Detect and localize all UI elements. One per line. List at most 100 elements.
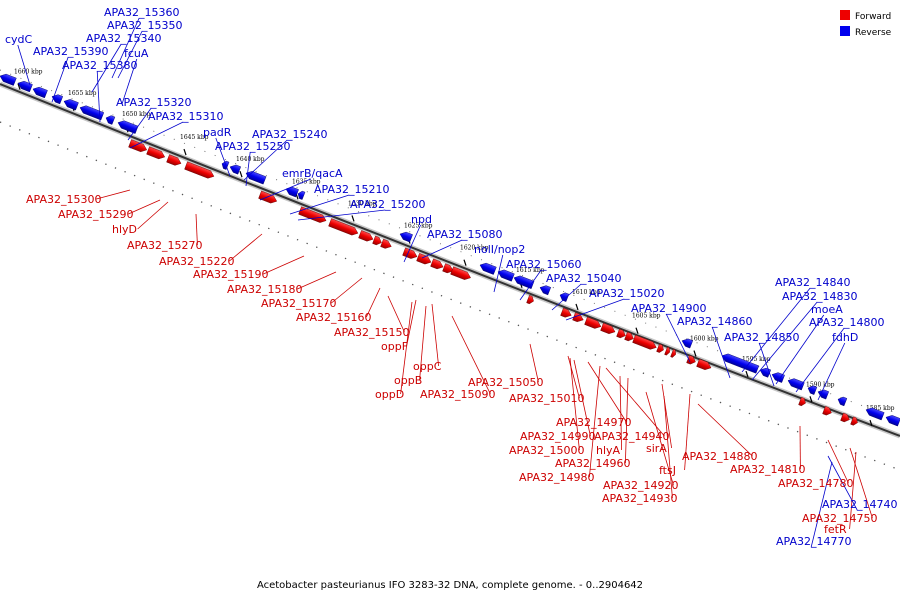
reverse-gene-label[interactable]: APA32_14830 — [782, 290, 857, 303]
reverse-gene-label[interactable]: APA32_14850 — [724, 331, 799, 344]
forward-gene-arrow[interactable] — [656, 343, 665, 354]
reverse-gene-arrow[interactable] — [51, 93, 64, 105]
forward-gene-arrow[interactable] — [584, 316, 603, 330]
reverse-gene-label[interactable]: moeA — [811, 303, 843, 316]
reverse-gene-arrow[interactable] — [559, 291, 570, 302]
reverse-gene-arrow[interactable] — [229, 163, 242, 175]
forward-gene-arrow[interactable] — [184, 161, 216, 180]
forward-gene-label[interactable]: fetR — [824, 523, 847, 536]
forward-gene-label[interactable]: oppC — [413, 360, 442, 373]
forward-gene-arrow[interactable] — [798, 397, 807, 407]
forward-gene-label[interactable]: APA32_15160 — [296, 311, 371, 324]
reverse-gene-arrow[interactable] — [17, 79, 33, 93]
reverse-gene-label[interactable]: APA32_15390 — [33, 45, 108, 58]
reverse-gene-label[interactable]: cydC — [5, 33, 33, 46]
reverse-gene-label[interactable]: emrB/qacA — [282, 167, 343, 180]
forward-gene-arrow[interactable] — [358, 230, 375, 243]
reverse-gene-label[interactable]: APA32_14770 — [776, 535, 851, 548]
reverse-gene-arrow[interactable] — [865, 406, 885, 421]
forward-gene-arrow[interactable] — [696, 358, 713, 372]
reverse-gene-label[interactable]: APA32_15210 — [314, 183, 389, 196]
forward-gene-arrow[interactable] — [526, 295, 535, 305]
reverse-gene-arrow[interactable] — [681, 337, 694, 349]
forward-gene-label[interactable]: APA32_14780 — [778, 477, 853, 490]
forward-gene-arrow[interactable] — [822, 406, 833, 416]
reverse-gene-label[interactable]: APA32_15040 — [546, 272, 621, 285]
forward-gene-label[interactable]: APA32_15270 — [127, 239, 202, 252]
forward-gene-arrow[interactable] — [450, 266, 473, 282]
reverse-gene-label[interactable]: APA32_15080 — [427, 228, 502, 241]
forward-gene-label[interactable]: APA32_14880 — [682, 450, 757, 463]
forward-gene-label[interactable]: APA32_15000 — [509, 444, 584, 457]
reverse-gene-arrow[interactable] — [79, 104, 105, 121]
forward-gene-label[interactable]: APA32_15150 — [334, 326, 409, 339]
forward-gene-arrow[interactable] — [686, 355, 697, 365]
reverse-gene-arrow[interactable] — [817, 388, 830, 400]
reverse-gene-arrow[interactable] — [539, 284, 552, 296]
reverse-gene-label[interactable]: APA32_14740 — [822, 498, 897, 511]
reverse-gene-label[interactable]: APA32_15360 — [104, 6, 179, 19]
reverse-gene-label[interactable]: APA32_15320 — [116, 96, 191, 109]
forward-gene-label[interactable]: APA32_15220 — [159, 255, 234, 268]
forward-gene-label[interactable]: APA32_15190 — [193, 268, 268, 281]
reverse-gene-arrow[interactable] — [399, 230, 413, 243]
reverse-gene-arrow[interactable] — [721, 352, 760, 374]
forward-gene-arrow[interactable] — [380, 238, 393, 250]
reverse-gene-arrow[interactable] — [513, 274, 535, 290]
reverse-gene-label[interactable]: APA32_15380 — [62, 59, 137, 72]
forward-gene-arrow[interactable] — [298, 206, 328, 225]
forward-gene-arrow[interactable] — [430, 258, 445, 271]
reverse-gene-arrow[interactable] — [32, 85, 48, 99]
forward-gene-label[interactable]: APA32_14990 — [520, 430, 595, 443]
reverse-gene-label[interactable]: APA32_15250 — [215, 140, 290, 153]
forward-gene-label[interactable]: APA32_14960 — [555, 457, 630, 470]
reverse-gene-arrow[interactable] — [0, 72, 17, 86]
reverse-gene-label[interactable]: APA32_15240 — [252, 128, 327, 141]
forward-gene-label[interactable]: APA32_14940 — [594, 430, 669, 443]
forward-gene-label[interactable]: APA32_14920 — [603, 479, 678, 492]
reverse-gene-label[interactable]: npd — [411, 213, 432, 226]
forward-gene-label[interactable]: APA32_15300 — [26, 193, 101, 206]
forward-gene-label[interactable]: hlyA — [596, 444, 621, 457]
forward-gene-arrow[interactable] — [670, 349, 678, 358]
forward-gene-arrow[interactable] — [372, 235, 383, 246]
reverse-gene-arrow[interactable] — [105, 114, 116, 125]
reverse-gene-arrow[interactable] — [245, 169, 267, 185]
reverse-gene-arrow[interactable] — [221, 160, 230, 170]
forward-gene-arrow[interactable] — [402, 247, 419, 261]
reverse-gene-label[interactable]: APA32_14900 — [631, 302, 706, 315]
forward-gene-label[interactable]: APA32_15010 — [509, 392, 584, 405]
forward-gene-label[interactable]: ftsJ — [659, 464, 676, 477]
reverse-gene-arrow[interactable] — [297, 190, 306, 200]
forward-gene-arrow[interactable] — [166, 154, 183, 168]
forward-gene-label[interactable]: APA32_15170 — [261, 297, 336, 310]
forward-gene-arrow[interactable] — [664, 346, 672, 356]
forward-gene-label[interactable]: APA32_14810 — [730, 463, 805, 476]
forward-gene-arrow[interactable] — [328, 218, 360, 237]
forward-gene-label[interactable]: APA32_14930 — [602, 492, 677, 505]
forward-gene-arrow[interactable] — [840, 412, 851, 423]
reverse-gene-arrow[interactable] — [807, 384, 818, 395]
forward-gene-label[interactable]: APA32_14970 — [556, 416, 631, 429]
forward-gene-arrow[interactable] — [572, 312, 585, 324]
forward-gene-label[interactable]: APA32_15050 — [468, 376, 543, 389]
forward-gene-arrow[interactable] — [616, 328, 627, 339]
forward-gene-arrow[interactable] — [632, 334, 658, 351]
forward-gene-arrow[interactable] — [560, 307, 573, 319]
reverse-gene-label[interactable]: APA32_15020 — [589, 287, 664, 300]
reverse-gene-arrow[interactable] — [787, 377, 805, 391]
forward-gene-arrow[interactable] — [442, 263, 455, 275]
reverse-gene-label[interactable]: APA32_15060 — [506, 258, 581, 271]
forward-gene-arrow[interactable] — [850, 416, 859, 427]
reverse-gene-arrow[interactable] — [771, 371, 785, 383]
reverse-gene-label[interactable]: APA32_15310 — [148, 110, 223, 123]
reverse-gene-label[interactable]: fcuA — [124, 47, 149, 60]
reverse-gene-arrow[interactable] — [479, 261, 497, 275]
forward-gene-label[interactable]: APA32_14980 — [519, 471, 594, 484]
forward-gene-label[interactable]: sirA — [646, 442, 667, 455]
forward-gene-arrow[interactable] — [146, 146, 167, 161]
reverse-gene-arrow[interactable] — [117, 119, 139, 134]
reverse-gene-label[interactable]: APA32_14840 — [775, 276, 850, 289]
reverse-gene-label[interactable]: APA32_15340 — [86, 32, 161, 45]
reverse-gene-arrow[interactable] — [837, 396, 848, 407]
